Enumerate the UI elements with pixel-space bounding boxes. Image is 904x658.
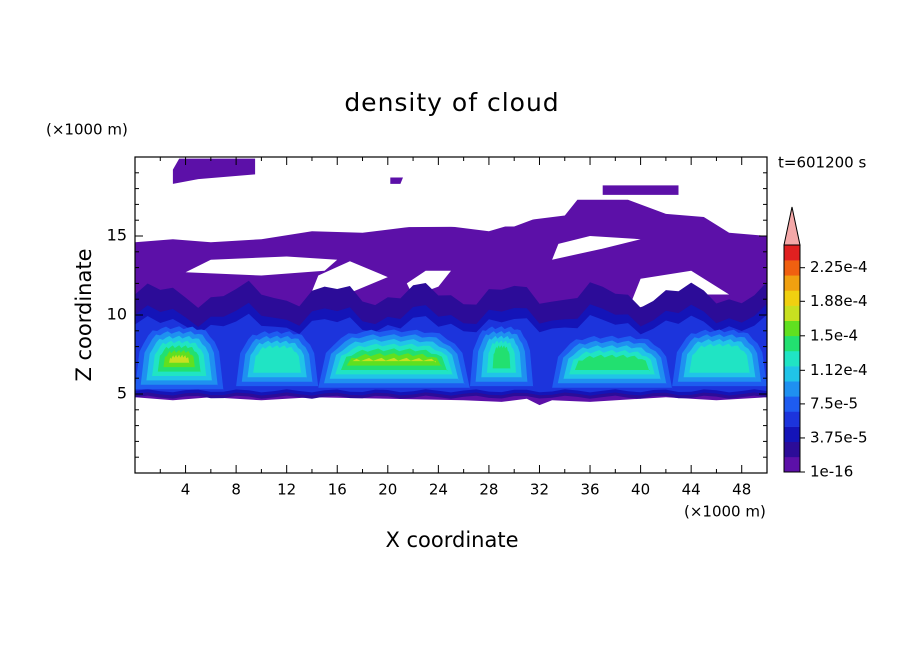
x-tick-label: 44 bbox=[682, 481, 701, 499]
colorbar-swatch bbox=[784, 350, 800, 367]
colorbar-swatch bbox=[784, 456, 800, 473]
colorbar-swatch bbox=[784, 260, 800, 276]
colorbar-swatch bbox=[784, 441, 800, 458]
x-tick-label: 48 bbox=[732, 481, 751, 499]
y-tick-label: 10 bbox=[107, 305, 127, 324]
contour-region bbox=[602, 185, 679, 195]
x-tick-label: 12 bbox=[277, 481, 296, 499]
contour-region bbox=[492, 345, 511, 370]
clear-region bbox=[236, 188, 565, 229]
x-tick-label: 8 bbox=[231, 481, 241, 499]
colorbar-frame bbox=[783, 244, 801, 473]
colorbar-swatch bbox=[784, 426, 800, 443]
x-unit: (×1000 m) bbox=[684, 503, 766, 521]
clear-region bbox=[185, 256, 338, 276]
x-tick-label: 32 bbox=[530, 481, 549, 499]
colorbar-swatch bbox=[784, 320, 800, 337]
contour-region bbox=[390, 177, 403, 184]
colorbar-tick-label: 7.5e-5 bbox=[810, 394, 858, 412]
x-tick-label: 28 bbox=[479, 481, 498, 499]
contour-region bbox=[169, 354, 190, 365]
clear-region bbox=[312, 261, 388, 293]
contour-region bbox=[574, 354, 650, 372]
colorbar-tick-label: 3.75e-5 bbox=[810, 428, 868, 446]
colorbar-swatch bbox=[784, 290, 800, 306]
colorbar-swatch bbox=[784, 275, 800, 291]
colorbar-tick-label: 1.88e-4 bbox=[810, 292, 868, 310]
colorbar-tick-label: 1.5e-4 bbox=[810, 326, 858, 344]
colorbar-swatch bbox=[784, 396, 800, 412]
y-axis-label: Z coordinate bbox=[72, 248, 96, 381]
y-tick-label: 15 bbox=[107, 226, 127, 245]
x-tick-label: 24 bbox=[429, 481, 448, 499]
x-tick-label: 20 bbox=[378, 481, 397, 499]
contour-field bbox=[135, 158, 767, 406]
x-axis-label: X coordinate bbox=[385, 528, 518, 552]
colorbar-swatch bbox=[784, 411, 800, 427]
x-tick-label: 36 bbox=[580, 481, 599, 499]
contour-region bbox=[172, 158, 256, 184]
colorbar-tick-label: 1.12e-4 bbox=[810, 361, 868, 379]
contour-region bbox=[253, 345, 302, 375]
contour-region bbox=[352, 357, 436, 363]
colorbar-tick-label: 2.25e-4 bbox=[810, 258, 868, 276]
time-label: t=601200 s bbox=[778, 154, 866, 172]
x-tick-label: 16 bbox=[328, 481, 347, 499]
y-unit: (×1000 m) bbox=[46, 121, 128, 139]
colorbar-swatch bbox=[784, 305, 800, 321]
clear-region bbox=[628, 270, 730, 311]
clear-region bbox=[135, 188, 173, 233]
chart-title: density of cloud bbox=[344, 88, 559, 117]
colorbar-swatch bbox=[784, 335, 800, 352]
x-tick-label: 4 bbox=[181, 481, 191, 499]
colorbar-swatch bbox=[784, 366, 800, 382]
contour-region bbox=[689, 343, 750, 375]
y-tick-label: 5 bbox=[117, 384, 127, 403]
x-tick-label: 40 bbox=[631, 481, 650, 499]
colorbar-swatch bbox=[784, 381, 800, 397]
colorbar-swatch bbox=[784, 245, 800, 261]
colorbar-tick-label: 1e-16 bbox=[810, 463, 853, 481]
clear-region bbox=[552, 236, 641, 260]
